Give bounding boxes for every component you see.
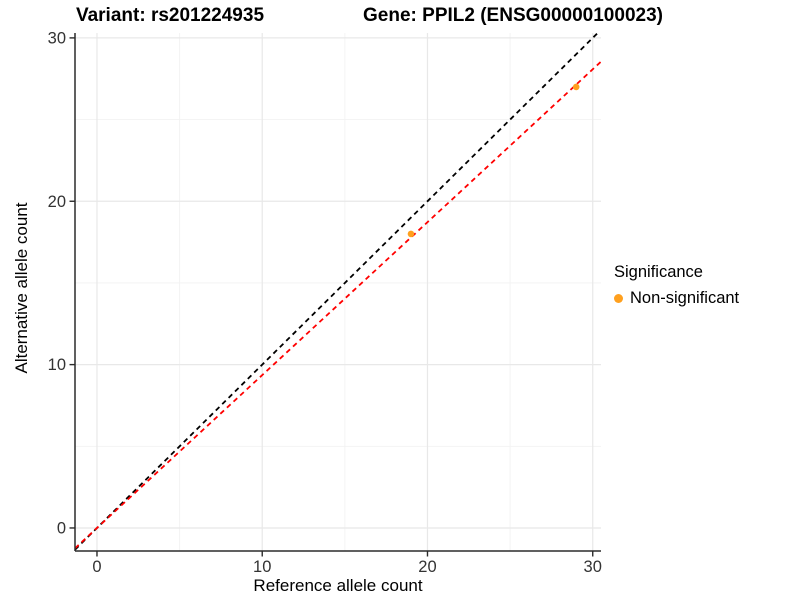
x-tick-label: 10: [253, 558, 271, 576]
y-tick-label: 10: [48, 356, 66, 374]
legend: Significance Non-significant: [614, 263, 739, 308]
gene-title: Gene: PPIL2 (ENSG00000100023): [363, 5, 663, 26]
x-tick-label: 30: [584, 558, 602, 576]
legend-title: Significance: [614, 263, 703, 281]
legend-item-label: Non-significant: [630, 289, 740, 307]
variant-title: Variant: rs201224935: [75, 5, 265, 26]
fit-line: [75, 60, 601, 549]
data-point: [407, 230, 415, 238]
legend-item: Non-significant: [614, 289, 739, 308]
data-point: [572, 83, 580, 91]
x-tick-label: 0: [92, 558, 101, 576]
x-axis-label: Reference allele count: [253, 576, 423, 595]
y-axis-label: Alternative allele count: [12, 202, 31, 374]
non-significant-point-icon: [614, 294, 623, 303]
y-tick-label: 20: [48, 193, 66, 211]
y-tick-label: 30: [48, 29, 66, 47]
identity-line: [75, 33, 599, 551]
x-tick-label: 20: [418, 558, 436, 576]
y-tick-label: 0: [57, 519, 66, 537]
